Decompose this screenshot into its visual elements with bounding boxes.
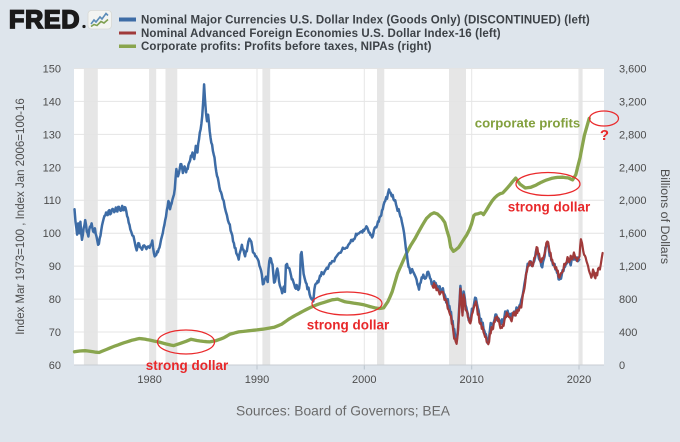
svg-text:80: 80 [49, 294, 61, 306]
svg-text:corporate profits: corporate profits [475, 116, 581, 131]
svg-text:800: 800 [619, 294, 637, 306]
svg-text:strong dollar: strong dollar [508, 200, 591, 215]
svg-text:100: 100 [43, 228, 61, 240]
svg-text:120: 120 [43, 162, 61, 174]
svg-text:1,200: 1,200 [619, 261, 647, 273]
svg-text:2000: 2000 [352, 374, 376, 386]
svg-text:90: 90 [49, 261, 61, 273]
svg-text:2010: 2010 [459, 374, 483, 386]
svg-text:2,400: 2,400 [619, 162, 647, 174]
svg-text:110: 110 [43, 195, 61, 207]
svg-text:1980: 1980 [137, 374, 161, 386]
svg-text:1990: 1990 [245, 374, 269, 386]
svg-text:FRED: FRED [9, 6, 80, 34]
svg-text:130: 130 [43, 129, 61, 141]
svg-text:60: 60 [49, 360, 61, 372]
svg-text:2,800: 2,800 [619, 129, 647, 141]
svg-text:3,200: 3,200 [619, 96, 647, 108]
svg-text:Nominal Major Currencies U.S.: Nominal Major Currencies U.S. Dollar Ind… [141, 14, 590, 26]
svg-text:140: 140 [43, 96, 61, 108]
svg-text:3,600: 3,600 [619, 64, 647, 76]
svg-text:?: ? [600, 127, 609, 144]
svg-text:strong dollar: strong dollar [307, 318, 390, 333]
svg-text:2,000: 2,000 [619, 195, 647, 207]
svg-text:Corporate profits: Profits bef: Corporate profits: Profits before taxes,… [141, 41, 432, 53]
svg-text:Billions of Dollars: Billions of Dollars [658, 169, 672, 264]
svg-text:150: 150 [43, 64, 61, 76]
svg-text:Sources: Board of Governors; B: Sources: Board of Governors; BEA [236, 404, 451, 419]
svg-text:2020: 2020 [567, 374, 591, 386]
svg-text:0: 0 [619, 360, 625, 372]
svg-text:strong dollar: strong dollar [146, 358, 229, 373]
svg-text:Nominal Advanced Foreign Econo: Nominal Advanced Foreign Economies U.S. … [141, 28, 501, 40]
svg-text:1,600: 1,600 [619, 228, 647, 240]
svg-text:400: 400 [619, 327, 637, 339]
svg-text:Index Mar 1973=100 , Index Jan: Index Mar 1973=100 , Index Jan 2006=100-… [15, 98, 27, 335]
svg-text:70: 70 [49, 327, 61, 339]
